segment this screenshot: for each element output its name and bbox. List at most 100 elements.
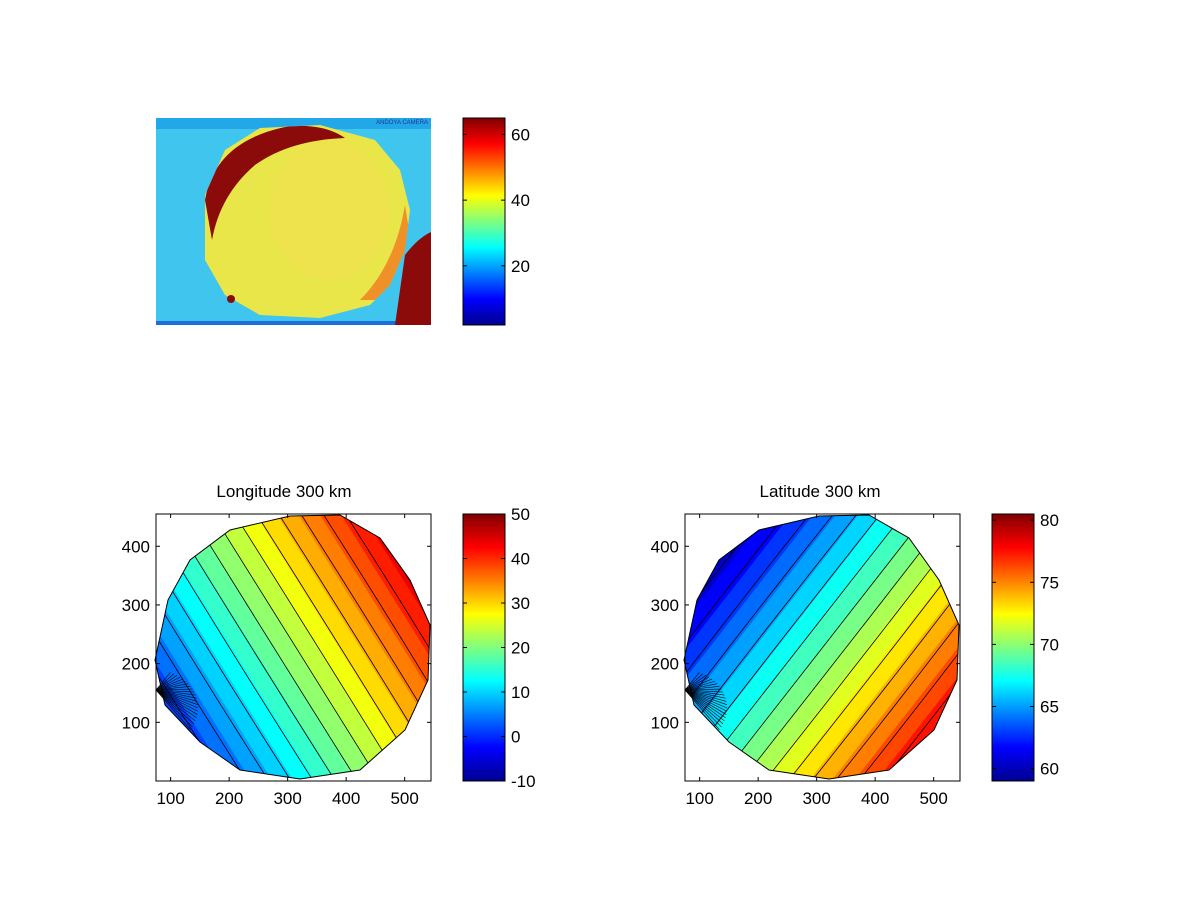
longitude-limb-contour-fan [155, 672, 199, 730]
contour-line [684, 515, 899, 779]
y-tick-label: 300 [651, 596, 679, 615]
colorbar-1-gradient [462, 117, 506, 326]
contour-line [684, 515, 885, 777]
limb-contour-line [684, 689, 726, 699]
colorbar-tick-label: 60 [1040, 760, 1059, 779]
limb-contour-line [155, 689, 195, 725]
limb-contour-line [155, 676, 181, 691]
contour-band [248, 515, 430, 779]
contour-line [684, 515, 959, 779]
contour-line [717, 515, 959, 779]
colorbar-tick-label: 30 [511, 594, 530, 613]
latitude-disk-edge [683, 514, 960, 780]
contour-line [155, 515, 418, 779]
limb-contour-line [155, 689, 197, 699]
limb-contour-line [684, 689, 727, 705]
contour-band [746, 515, 959, 779]
contour-line [155, 515, 356, 779]
contour-band [684, 515, 899, 779]
limb-contour-line [155, 689, 196, 722]
contour-line [187, 515, 430, 779]
contour-band [684, 515, 927, 779]
contour-line [689, 515, 959, 779]
x-tick-label: 500 [919, 789, 947, 808]
contour-band [732, 515, 959, 779]
x-tick-label: 100 [685, 789, 713, 808]
limb-contour-line [684, 689, 727, 702]
limb-contour-line [155, 689, 198, 715]
colorbar-tick-label: 65 [1040, 697, 1059, 716]
x-tick-label: 400 [332, 789, 360, 808]
longitude-title: Longitude 300 km [216, 482, 351, 501]
limb-contour-line [684, 689, 728, 709]
limb-contour-line [155, 686, 191, 691]
limb-contour-line [155, 689, 198, 705]
camera-image-bright-corner [395, 232, 431, 325]
limb-contour-line [684, 678, 713, 691]
longitude-panel: Longitude 300 km 100 200 300 400 500 100 200 30… [122, 482, 432, 808]
contour-line [684, 515, 955, 779]
contour-band [155, 515, 341, 779]
colorbar-1-ticks: 20 40 60 [463, 125, 530, 276]
colorbar-3: 60 65 70 75 80 [991, 511, 1059, 782]
limb-contour-line [155, 683, 189, 691]
contour-line [760, 519, 959, 779]
latitude-panel: Latitude 300 km 100 200 300 400 500 100 200 300… [651, 482, 961, 808]
y-tick-label: 200 [122, 655, 150, 674]
contour-line [684, 515, 959, 779]
limb-contour-line [155, 675, 178, 691]
camera-image-overlay-text: ANDOYA CAMERA [376, 120, 428, 126]
limb-contour-line [684, 688, 722, 691]
longitude-disk-edge [154, 514, 431, 780]
limb-contour-line [684, 689, 722, 728]
contour-line [155, 515, 372, 779]
latitude-title: Latitude 300 km [760, 482, 881, 501]
colorbar-tick-label: 80 [1040, 511, 1059, 530]
colorbar-1: 20 40 60 [462, 117, 530, 326]
colorbar-tick-label: 20 [511, 257, 530, 276]
contour-line [684, 515, 927, 779]
limb-contour-line [155, 672, 171, 691]
y-tick-label: 400 [122, 537, 150, 556]
latitude-limb-contour-fan [684, 672, 728, 730]
contour-line [155, 515, 387, 779]
limb-contour-line [155, 689, 193, 728]
limb-contour-line [684, 686, 720, 691]
limb-contour-line [684, 689, 724, 725]
x-tick-label: 200 [744, 789, 772, 808]
contour-line [156, 515, 430, 779]
contour-line [684, 515, 913, 779]
y-tick-label: 100 [651, 713, 679, 732]
limb-contour-line [155, 689, 195, 693]
contour-line [684, 515, 959, 779]
contour-band [718, 515, 959, 779]
contour-band [684, 515, 885, 777]
contour-line [202, 515, 430, 779]
colorbar-2-ticks: -10 0 10 20 30 40 50 [463, 505, 536, 791]
contour-band [155, 515, 356, 779]
colorbar-2-gradient [462, 513, 506, 782]
contour-line [731, 515, 959, 779]
limb-contour-line [155, 689, 198, 712]
longitude-axes: 100 200 300 400 500 100 200 300 400 [122, 514, 431, 808]
limb-contour-line [155, 689, 191, 730]
limb-contour-line [684, 689, 725, 722]
camera-image-top-band [156, 118, 431, 129]
limb-contour-line [155, 688, 193, 691]
contour-band [218, 515, 430, 779]
x-tick-label: 500 [390, 789, 418, 808]
contour-line [155, 515, 402, 779]
limb-contour-line [684, 683, 718, 691]
colorbar-tick-label: 10 [511, 683, 530, 702]
colorbar-3-ticks: 60 65 70 75 80 [992, 511, 1059, 779]
y-tick-label: 400 [651, 537, 679, 556]
camera-image-sky-disk [205, 125, 410, 318]
limb-contour-line [684, 672, 700, 691]
colorbar-tick-label: 40 [511, 191, 530, 210]
x-tick-label: 300 [802, 789, 830, 808]
x-tick-label: 400 [861, 789, 889, 808]
latitude-axes: 100 200 300 400 500 100 200 300 400 [651, 514, 960, 808]
colorbar-tick-label: 0 [511, 728, 520, 747]
colorbar-tick-label: 40 [511, 550, 530, 569]
